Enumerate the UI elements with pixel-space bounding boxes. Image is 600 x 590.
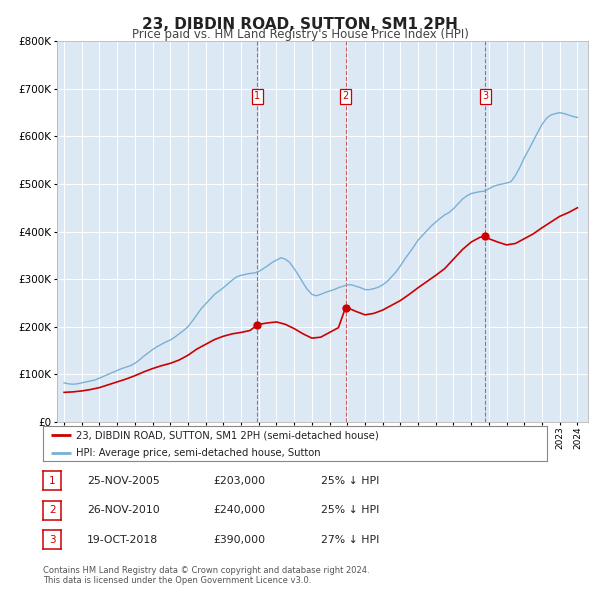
Text: 3: 3 bbox=[482, 91, 488, 101]
Text: 23, DIBDIN ROAD, SUTTON, SM1 2PH (semi-detached house): 23, DIBDIN ROAD, SUTTON, SM1 2PH (semi-d… bbox=[76, 430, 379, 440]
Text: HPI: Average price, semi-detached house, Sutton: HPI: Average price, semi-detached house,… bbox=[76, 448, 320, 458]
Text: 2: 2 bbox=[343, 91, 349, 101]
Text: 26-NOV-2010: 26-NOV-2010 bbox=[87, 506, 160, 515]
Text: £203,000: £203,000 bbox=[213, 476, 265, 486]
Text: 3: 3 bbox=[49, 535, 56, 545]
Text: 2: 2 bbox=[49, 506, 56, 515]
Text: £240,000: £240,000 bbox=[213, 506, 265, 515]
Text: 19-OCT-2018: 19-OCT-2018 bbox=[87, 535, 158, 545]
Text: 23, DIBDIN ROAD, SUTTON, SM1 2PH: 23, DIBDIN ROAD, SUTTON, SM1 2PH bbox=[142, 17, 458, 31]
Text: £390,000: £390,000 bbox=[213, 535, 265, 545]
Text: 27% ↓ HPI: 27% ↓ HPI bbox=[321, 535, 379, 545]
Text: 25-NOV-2005: 25-NOV-2005 bbox=[87, 476, 160, 486]
Text: 25% ↓ HPI: 25% ↓ HPI bbox=[321, 506, 379, 515]
Text: 1: 1 bbox=[254, 91, 260, 101]
Text: 25% ↓ HPI: 25% ↓ HPI bbox=[321, 476, 379, 486]
Text: Price paid vs. HM Land Registry's House Price Index (HPI): Price paid vs. HM Land Registry's House … bbox=[131, 28, 469, 41]
Text: Contains HM Land Registry data © Crown copyright and database right 2024.
This d: Contains HM Land Registry data © Crown c… bbox=[43, 566, 370, 585]
Text: 1: 1 bbox=[49, 476, 56, 486]
